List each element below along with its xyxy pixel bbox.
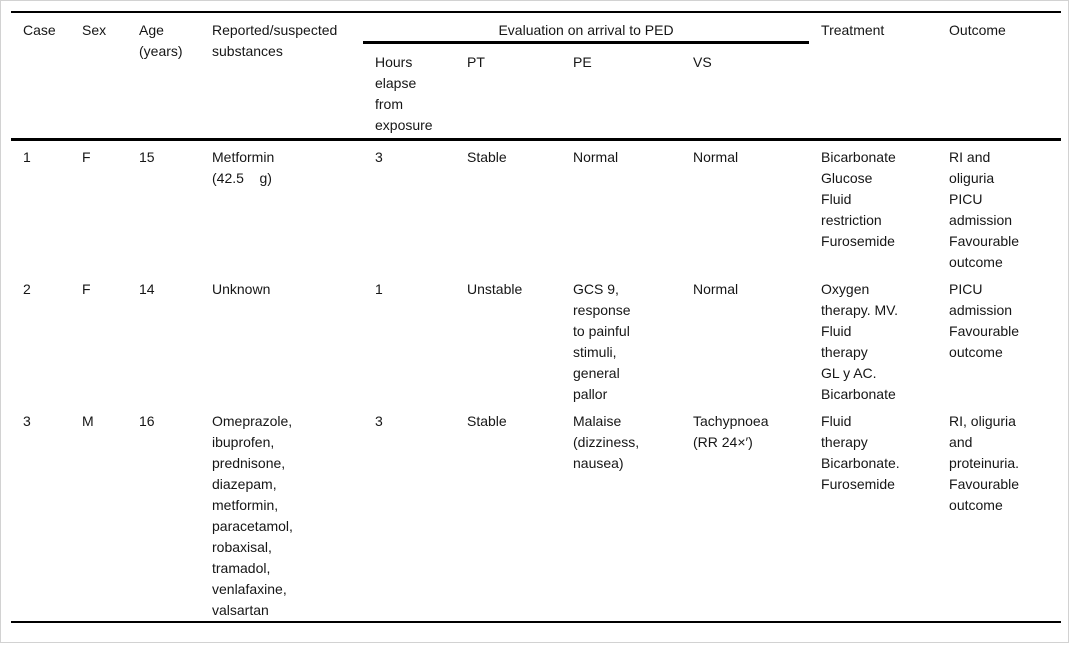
cell-treatment: Bicarbonate Glucose Fluid restriction Fu… [809, 138, 938, 273]
cell-pe: Malaise (dizziness, nausea) [573, 413, 640, 471]
cell-outcome: RI and oliguria PICU admission Favourabl… [937, 138, 1062, 273]
cell-pe: Normal [561, 138, 681, 273]
col-header-hours-elapse: Hours elapse from exposure [375, 54, 433, 133]
cell-treatment: Oxygen therapy. MV. Fluid therapy GL y A… [821, 281, 899, 402]
cell-sex: F [82, 281, 91, 297]
cell-case: 2 [23, 281, 31, 297]
table-row-case-1: 1 F 15 Metformin (42.5 g) 3 Stable Norma… [11, 138, 1062, 273]
cell-pe: GCS 9, response to painful stimuli, gene… [573, 281, 631, 402]
cell-age: 16 [139, 413, 155, 429]
col-header-pt: PT [467, 54, 485, 70]
cell-age: 15 [127, 138, 200, 273]
header-row-main: Case Sex Age (years) Reported/suspected … [11, 12, 1061, 59]
cell-hours: 3 [375, 413, 383, 429]
cell-vs: Normal [693, 281, 739, 297]
table-header: Case Sex Age (years) Reported/suspected … [11, 12, 1061, 140]
cell-vs: Tachypnoea (RR 24×′) [693, 413, 769, 450]
col-header-sex: Sex [82, 22, 107, 38]
cell-outcome: RI, oliguria and proteinuria. Favourable… [949, 413, 1020, 513]
col-header-case: Case [23, 22, 56, 38]
col-header-age: Age (years) [139, 22, 183, 59]
cell-hours: 3 [363, 138, 455, 273]
cell-vs: Normal [681, 138, 810, 273]
cell-substances: Omeprazole, ibuprofen, prednisone, diaze… [212, 413, 293, 618]
cell-substances: Unknown [212, 281, 271, 297]
table-row-case-2: 2 F 14 Unknown 1 Unstable GCS 9, respons… [11, 273, 1061, 405]
table-body: 1 F 15 Metformin (42.5 g) 3 Stable Norma… [11, 138, 1062, 623]
col-group-evaluation-ped: Evaluation on arrival to PED [363, 12, 810, 44]
cell-pt: Stable [467, 413, 507, 429]
col-header-pe: PE [573, 54, 592, 70]
cell-pt: Unstable [467, 281, 523, 297]
cell-treatment: Fluid therapy Bicarbonate. Furosemide [821, 413, 900, 492]
cell-outcome: PICU admission Favourable outcome [949, 281, 1020, 360]
cell-sex: M [82, 413, 94, 429]
cell-sex: F [70, 138, 127, 273]
cell-hours: 1 [375, 281, 383, 297]
col-header-substances: Reported/suspected substances [212, 22, 338, 59]
cell-pt: Stable [455, 138, 561, 273]
table-row-case-3: 3 M 16 Omeprazole, ibuprofen, prednisone… [11, 405, 1061, 622]
cell-case: 1 [11, 138, 70, 273]
cell-substances: Metformin (42.5 g) [200, 138, 363, 273]
col-header-treatment: Treatment [821, 22, 885, 38]
col-header-outcome: Outcome [949, 22, 1006, 38]
header-row-sub: Hours elapse from exposure PT PE VS [11, 43, 1061, 140]
cell-age: 14 [139, 281, 155, 297]
cell-case: 3 [23, 413, 31, 429]
case-series-table: Case Sex Age (years) Reported/suspected … [11, 11, 1062, 623]
col-header-vs: VS [693, 54, 712, 70]
